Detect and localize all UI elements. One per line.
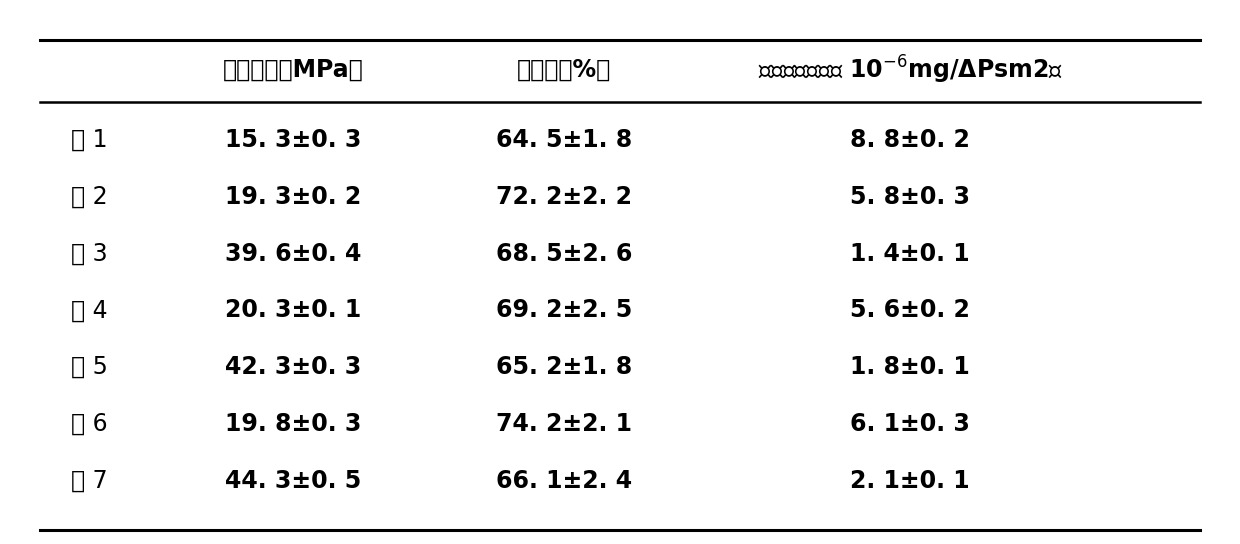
Text: 膜 6: 膜 6: [71, 412, 108, 436]
Text: 膜 3: 膜 3: [71, 242, 108, 265]
Text: 39. 6±0. 4: 39. 6±0. 4: [224, 242, 361, 265]
Text: 5. 6±0. 2: 5. 6±0. 2: [851, 298, 970, 322]
Text: 72. 2±2. 2: 72. 2±2. 2: [496, 185, 632, 209]
Text: 8. 8±0. 2: 8. 8±0. 2: [851, 128, 970, 152]
Text: 膜 2: 膜 2: [71, 185, 108, 209]
Text: 膜 7: 膜 7: [71, 468, 108, 492]
Text: 68. 5±2. 6: 68. 5±2. 6: [496, 242, 632, 265]
Text: 19. 3±0. 2: 19. 3±0. 2: [224, 185, 361, 209]
Text: 42. 3±0. 3: 42. 3±0. 3: [224, 355, 361, 379]
Text: 膜 5: 膜 5: [71, 355, 108, 379]
Text: 65. 2±1. 8: 65. 2±1. 8: [496, 355, 632, 379]
Text: 44. 3±0. 5: 44. 3±0. 5: [224, 468, 361, 492]
Text: 19. 8±0. 3: 19. 8±0. 3: [224, 412, 361, 436]
Text: 1. 4±0. 1: 1. 4±0. 1: [851, 242, 970, 265]
Text: 抗拉强度（MPa）: 抗拉强度（MPa）: [222, 58, 363, 82]
Text: 水蒸汽透过率（ 10$^{-6}$mg/ΔPsm2）: 水蒸汽透过率（ 10$^{-6}$mg/ΔPsm2）: [758, 54, 1063, 86]
Text: 延伸率（%）: 延伸率（%）: [517, 58, 611, 82]
Text: 69. 2±2. 5: 69. 2±2. 5: [496, 298, 632, 322]
Text: 15. 3±0. 3: 15. 3±0. 3: [224, 128, 361, 152]
Text: 64. 5±1. 8: 64. 5±1. 8: [496, 128, 632, 152]
Text: 6. 1±0. 3: 6. 1±0. 3: [851, 412, 970, 436]
Text: 膜 4: 膜 4: [71, 298, 108, 322]
Text: 2. 1±0. 1: 2. 1±0. 1: [851, 468, 970, 492]
Text: 5. 8±0. 3: 5. 8±0. 3: [851, 185, 970, 209]
Text: 1. 8±0. 1: 1. 8±0. 1: [851, 355, 970, 379]
Text: 74. 2±2. 1: 74. 2±2. 1: [496, 412, 632, 436]
Text: 66. 1±2. 4: 66. 1±2. 4: [496, 468, 632, 492]
Text: 膜 1: 膜 1: [71, 128, 107, 152]
Text: 20. 3±0. 1: 20. 3±0. 1: [224, 298, 361, 322]
